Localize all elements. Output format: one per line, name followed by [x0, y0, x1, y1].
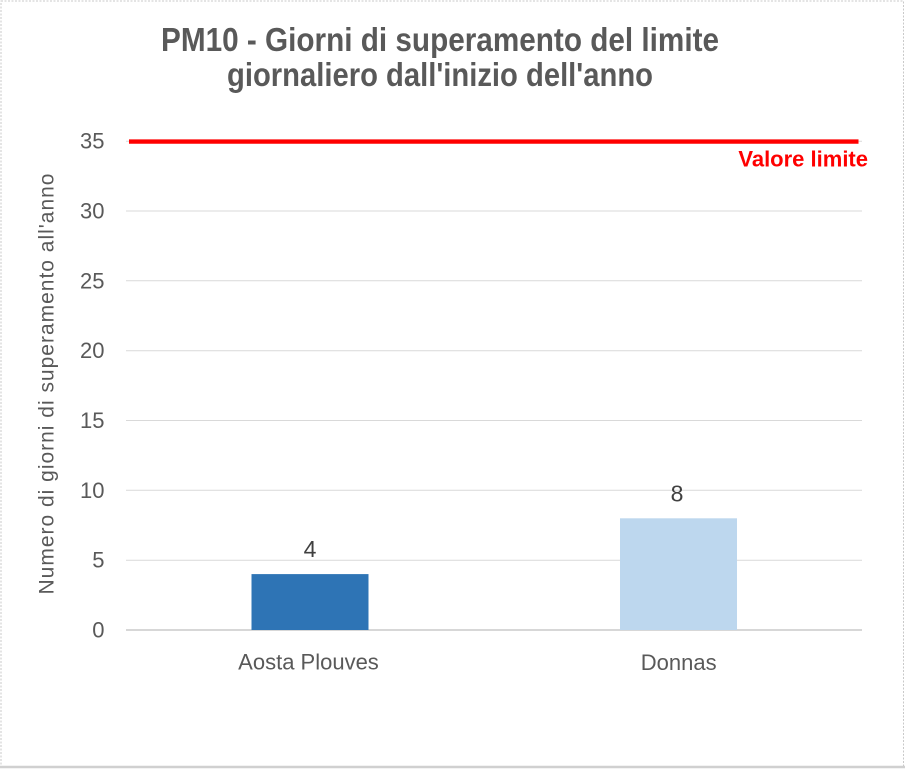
svg-text:PM10 - Giorni di superamento d: PM10 - Giorni di superamento del limite	[161, 21, 719, 58]
svg-text:Numero di giorni di superament: Numero di giorni di superamento all'anno	[36, 174, 59, 595]
svg-text:Valore limite: Valore limite	[738, 147, 868, 172]
svg-text:25: 25	[80, 268, 104, 293]
svg-text:Donnas: Donnas	[641, 650, 717, 675]
svg-text:8: 8	[671, 481, 684, 507]
svg-text:15: 15	[80, 408, 104, 433]
svg-text:20: 20	[80, 338, 104, 363]
svg-text:5: 5	[92, 548, 104, 573]
svg-text:10: 10	[80, 478, 104, 503]
svg-text:30: 30	[80, 199, 104, 224]
svg-text:giornaliero dall'inizio dell'a: giornaliero dall'inizio dell'anno	[227, 56, 653, 93]
svg-text:Aosta Plouves: Aosta Plouves	[238, 650, 379, 675]
svg-text:4: 4	[304, 536, 317, 562]
svg-text:35: 35	[80, 129, 104, 154]
svg-text:0: 0	[92, 618, 104, 643]
